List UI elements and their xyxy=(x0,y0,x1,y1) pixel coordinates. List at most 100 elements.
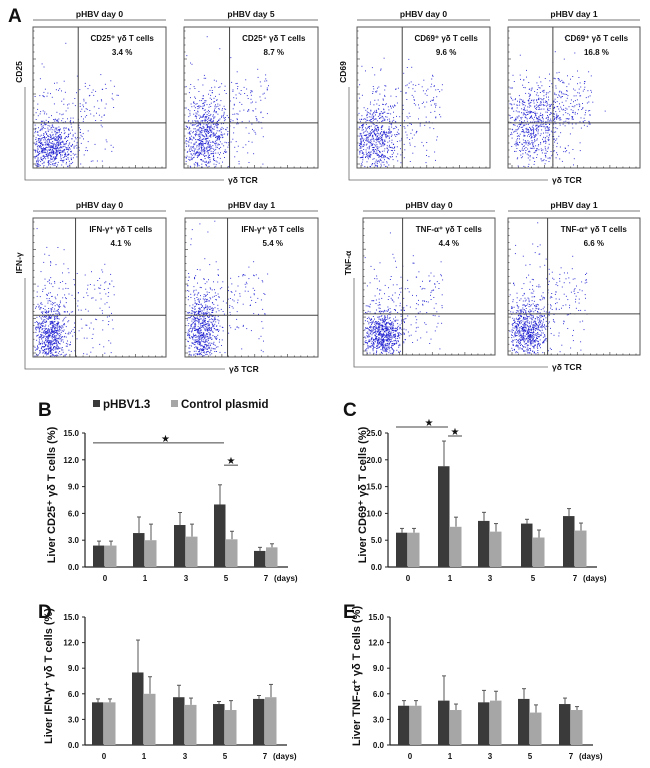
event-dot xyxy=(559,80,561,82)
event-dot xyxy=(523,131,525,133)
event-dot xyxy=(62,351,64,353)
event-dot xyxy=(205,330,207,332)
event-dot xyxy=(366,111,368,113)
event-dot xyxy=(369,135,371,137)
event-dot xyxy=(35,137,37,139)
event-dot xyxy=(406,99,408,100)
event-dot xyxy=(403,157,405,159)
event-dot xyxy=(369,120,371,122)
event-dot xyxy=(39,351,41,353)
event-dot xyxy=(56,120,58,122)
event-dot xyxy=(57,153,59,155)
event-dot xyxy=(201,98,203,100)
event-dot xyxy=(51,148,53,150)
event-dot xyxy=(362,155,364,157)
event-dot xyxy=(55,298,57,300)
event-dot xyxy=(35,329,37,331)
event-dot xyxy=(192,157,194,159)
event-dot xyxy=(40,128,42,130)
event-dot xyxy=(216,329,218,331)
event-dot xyxy=(571,118,573,120)
event-dot xyxy=(197,304,199,305)
event-dot xyxy=(238,160,240,162)
event-dot xyxy=(197,111,199,113)
event-dot xyxy=(195,135,196,137)
event-dot xyxy=(423,145,424,147)
event-dot xyxy=(375,109,377,111)
event-dot xyxy=(548,99,550,101)
event-dot xyxy=(213,343,215,345)
event-dot xyxy=(543,140,545,142)
event-dot xyxy=(67,333,69,335)
event-dot xyxy=(52,341,54,343)
event-dot xyxy=(68,320,70,322)
gate-percent: 3.4 % xyxy=(112,48,132,57)
event-dot xyxy=(365,157,366,158)
event-dot xyxy=(205,117,207,119)
event-dot xyxy=(214,105,216,107)
event-dot xyxy=(68,331,70,333)
event-dot xyxy=(363,124,365,126)
event-dot xyxy=(549,105,551,107)
event-dot xyxy=(188,351,190,353)
event-dot xyxy=(44,330,46,332)
event-dot xyxy=(217,157,219,159)
event-dot xyxy=(42,308,44,309)
event-dot xyxy=(579,104,581,106)
event-dot xyxy=(252,101,253,103)
event-dot xyxy=(48,308,50,309)
event-dot xyxy=(196,139,198,141)
event-dot xyxy=(189,317,191,319)
event-dot xyxy=(48,332,50,334)
event-dot xyxy=(47,161,49,163)
event-dot xyxy=(202,98,204,100)
event-dot xyxy=(538,109,540,110)
event-dot xyxy=(520,154,522,156)
event-dot xyxy=(73,326,75,328)
event-dot xyxy=(382,133,384,135)
event-dot xyxy=(42,120,44,122)
event-dot xyxy=(38,165,40,167)
event-dot xyxy=(103,114,105,116)
event-dot xyxy=(187,317,189,319)
event-dot xyxy=(38,154,39,155)
event-dot xyxy=(200,131,201,133)
event-dot xyxy=(205,314,207,316)
event-dot xyxy=(55,330,57,331)
event-dot xyxy=(213,128,215,130)
event-dot xyxy=(69,142,71,144)
event-dot xyxy=(59,140,61,142)
event-dot xyxy=(190,130,192,132)
event-dot xyxy=(37,335,38,337)
event-dot xyxy=(380,144,382,146)
event-dot xyxy=(59,134,61,135)
event-dot xyxy=(41,332,43,334)
event-dot xyxy=(83,296,85,298)
event-dot xyxy=(67,157,69,159)
event-dot xyxy=(58,318,60,320)
event-dot xyxy=(203,278,205,280)
event-dot xyxy=(207,140,209,142)
event-dot xyxy=(65,283,67,285)
event-dot xyxy=(555,123,557,125)
event-dot xyxy=(189,114,191,116)
event-dot xyxy=(207,153,209,155)
event-dot xyxy=(76,273,78,274)
event-dot xyxy=(236,82,238,84)
event-dot xyxy=(38,354,39,356)
event-dot xyxy=(516,104,518,106)
event-dot xyxy=(205,327,207,329)
event-dot xyxy=(554,78,556,80)
event-dot xyxy=(56,137,58,139)
event-dot xyxy=(58,131,60,133)
gate-label: CD69⁺ γδ T cells xyxy=(565,34,629,43)
event-dot xyxy=(527,135,528,137)
event-dot xyxy=(527,124,529,125)
event-dot xyxy=(547,92,549,94)
event-dot xyxy=(554,98,556,100)
event-dot xyxy=(52,325,54,327)
event-dot xyxy=(188,334,190,336)
event-dot xyxy=(539,92,541,93)
event-dot xyxy=(546,105,547,107)
event-dot xyxy=(233,104,235,106)
